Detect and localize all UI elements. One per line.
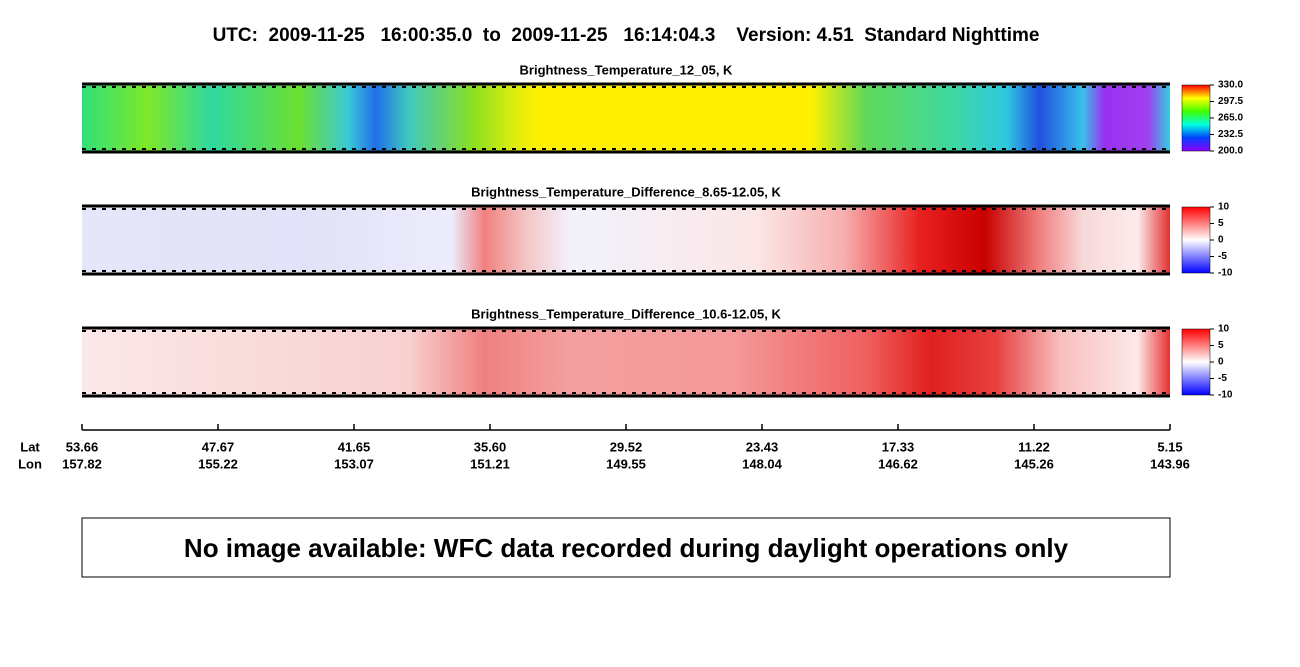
- lat-tick-label: 17.33: [882, 439, 915, 454]
- colorbar: [1181, 206, 1211, 274]
- image-strip: [82, 84, 1170, 152]
- colorbar-label: 5: [1218, 218, 1224, 229]
- colorbar-label: -10: [1218, 268, 1233, 279]
- colorbar-label: 200.0: [1218, 146, 1243, 157]
- lat-label: Lat: [20, 439, 40, 454]
- lat-tick-label: 41.65: [338, 439, 371, 454]
- colorbar-label: -5: [1218, 251, 1227, 262]
- panel-title: Brightness_Temperature_Difference_8.65-1…: [471, 184, 781, 199]
- lon-tick-label: 146.62: [878, 456, 918, 471]
- colorbar: [1181, 328, 1211, 396]
- colorbar-label: 10: [1218, 202, 1230, 213]
- lat-tick-label: 23.43: [746, 439, 779, 454]
- lat-tick-label: 5.15: [1157, 439, 1182, 454]
- lon-tick-label: 143.96: [1150, 456, 1190, 471]
- colorbar: [1181, 84, 1211, 152]
- colorbar-label: 5: [1218, 340, 1224, 351]
- message: No image available: WFC data recorded du…: [184, 533, 1069, 563]
- lon-tick-label: 151.21: [470, 456, 510, 471]
- lat-tick-label: 29.52: [610, 439, 643, 454]
- colorbar-label: 265.0: [1218, 113, 1243, 124]
- lon-tick-label: 155.22: [198, 456, 238, 471]
- lat-tick-label: 35.60: [474, 439, 507, 454]
- lon-tick-label: 145.26: [1014, 456, 1054, 471]
- lat-tick-label: 11.22: [1018, 439, 1050, 454]
- image-strip: [82, 328, 1170, 396]
- panel-title: Brightness_Temperature_Difference_10.6-1…: [471, 306, 781, 321]
- colorbar-label: 297.5: [1218, 96, 1243, 107]
- colorbar-label: 10: [1218, 324, 1230, 335]
- lon-tick-label: 153.07: [334, 456, 374, 471]
- colorbar-label: -10: [1218, 390, 1233, 401]
- lon-label: Lon: [18, 456, 42, 471]
- lon-tick-label: 157.82: [62, 456, 102, 471]
- lon-tick-label: 149.55: [606, 456, 646, 471]
- image-strip: [82, 206, 1170, 274]
- lon-tick-label: 148.04: [742, 456, 783, 471]
- lat-tick-label: 53.66: [66, 439, 99, 454]
- colorbar-label: 232.5: [1218, 129, 1243, 140]
- lat-tick-label: 47.67: [202, 439, 235, 454]
- panel-title: Brightness_Temperature_12_05, K: [520, 62, 734, 77]
- colorbar-label: -5: [1218, 373, 1227, 384]
- colorbar-label: 0: [1218, 235, 1224, 246]
- message-box: [81, 517, 1171, 578]
- colorbar-label: 330.0: [1218, 80, 1243, 91]
- colorbar-label: 0: [1218, 357, 1224, 368]
- title: UTC: 2009-11-25 16:00:35.0 to 2009-11-25…: [213, 25, 1040, 46]
